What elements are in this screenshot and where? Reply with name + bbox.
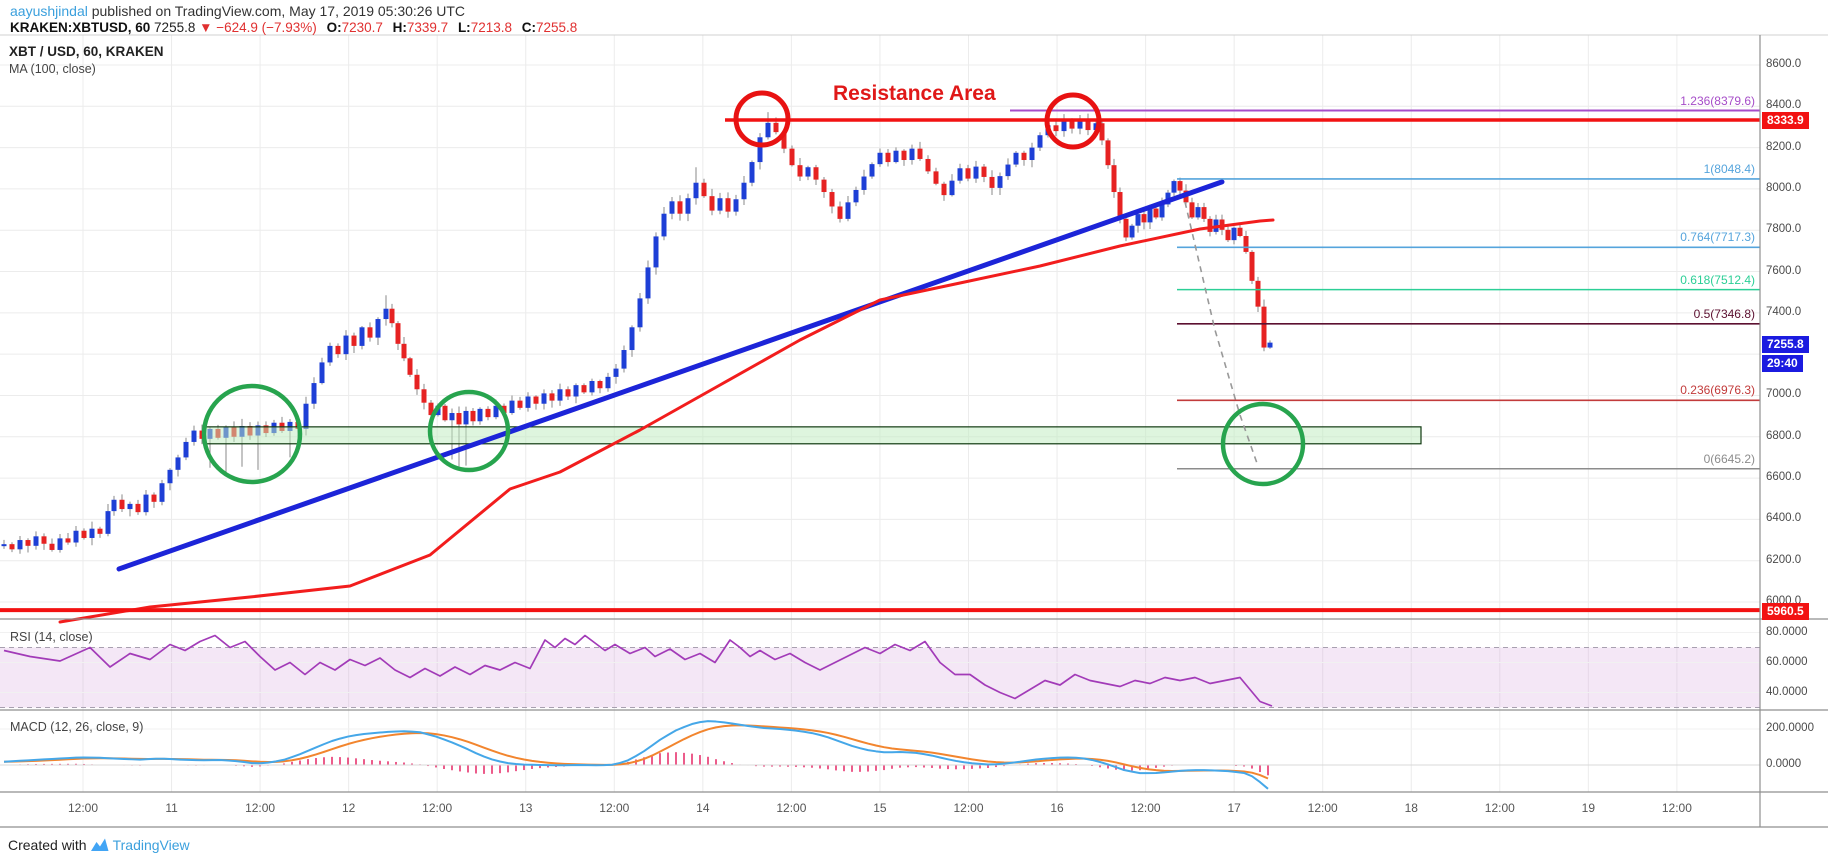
price-tick: 8400.0 [1766,99,1802,112]
close-label: C: [521,20,536,35]
time-tick: 12 [341,801,356,815]
time-tick: 18 [1404,801,1418,815]
fib-level-label: 0.5(7346.8) [1693,306,1755,321]
time-tick: 12:00 [245,801,276,815]
low-label: L: [457,20,471,35]
rsi-tick: 60.0000 [1766,655,1808,668]
close-value: 7255.8 [536,20,578,35]
open-label: O: [326,20,342,35]
bar-countdown-label: 29:40 [1762,355,1803,372]
symbol-info-bar: KRAKEN:XBTUSD, 60 7255.8 ▼ −624.9 (−7.93… [10,20,577,35]
resistance-price-label: 8333.9 [1762,112,1809,129]
time-tick: 15 [873,801,887,815]
price-tick: 7800.0 [1766,223,1802,236]
rsi-tick: 80.0000 [1766,625,1808,638]
time-tick: 12:00 [67,801,99,815]
price-tick: 7000.0 [1766,388,1802,401]
open-value: 7230.7 [341,20,383,35]
time-tick: 17 [1227,801,1241,815]
time-tick: 12:00 [599,801,630,815]
price-tick: 6800.0 [1766,429,1802,442]
time-tick: 12:00 [1484,801,1515,815]
time-tick: 12:00 [1307,801,1338,815]
fib-level-label: 0.618(7512.4) [1680,272,1755,287]
price-tick: 8600.0 [1766,58,1802,70]
footer: Created with TradingView [8,837,190,853]
price-tick: 6400.0 [1766,512,1802,525]
time-tick: 12:00 [422,801,453,815]
created-with-text: Created with [8,837,87,853]
fib-level-label: 1(8048.4) [1703,161,1755,176]
resistance-area-annotation[interactable]: Resistance Area [833,82,996,105]
rsi-tick: 40.0000 [1766,685,1808,698]
high-value: 7339.7 [406,20,449,35]
price-tick: 7600.0 [1766,264,1802,277]
publish-text: published on TradingView.com, May 17, 20… [87,3,466,19]
macd-tick: 200.0000 [1766,722,1814,734]
time-tick: 16 [1050,801,1064,815]
time-tick: 12:00 [1130,801,1161,815]
price-tick: 6600.0 [1766,471,1802,484]
chart-legend-title[interactable]: XBT / USD, 60, KRAKEN [9,44,164,59]
price-tick: 8200.0 [1766,140,1802,153]
time-tick: 13 [519,801,533,815]
fib-level-label: 0.764(7717.3) [1680,230,1755,245]
time-tick: 19 [1581,801,1596,815]
time-tick: 12:00 [776,801,807,815]
tradingview-brand-link[interactable]: TradingView [112,837,190,853]
rsi-pane-label[interactable]: RSI (14, close) [10,630,93,644]
fib-level-label: 1.236(8379.6) [1680,93,1755,108]
price-tick: 6200.0 [1766,553,1802,566]
price-change: ▼ −624.9 (−7.93%) [199,20,317,35]
price-tick: 8000.0 [1766,181,1802,194]
current-price-label: 7255.8 [1762,336,1809,353]
time-tick: 12:00 [953,801,984,815]
time-tick: 11 [165,801,178,815]
fib-level-label: 0(6645.2) [1703,451,1755,466]
chart-legend-ma[interactable]: MA (100, close) [9,62,96,76]
high-label: H: [392,20,407,35]
time-tick: 12:00 [1661,801,1692,815]
low-value: 7213.8 [470,20,512,35]
price-tick: 7400.0 [1766,305,1802,318]
support-price-label: 5960.5 [1762,603,1809,620]
publish-info: aayushjindal published on TradingView.co… [10,3,465,19]
author-link[interactable]: aayushjindal [10,3,88,19]
symbol-name: KRAKEN:XBTUSD, 60 [10,20,151,35]
time-tick: 14 [696,801,710,815]
macd-pane-label[interactable]: MACD (12, 26, close, 9) [10,720,144,734]
last-price: 7255.8 [154,20,196,35]
macd-tick: 0.0000 [1766,758,1802,770]
fib-level-label: 0.236(6976.3) [1680,383,1755,398]
tradingview-mountain-icon [90,838,109,851]
